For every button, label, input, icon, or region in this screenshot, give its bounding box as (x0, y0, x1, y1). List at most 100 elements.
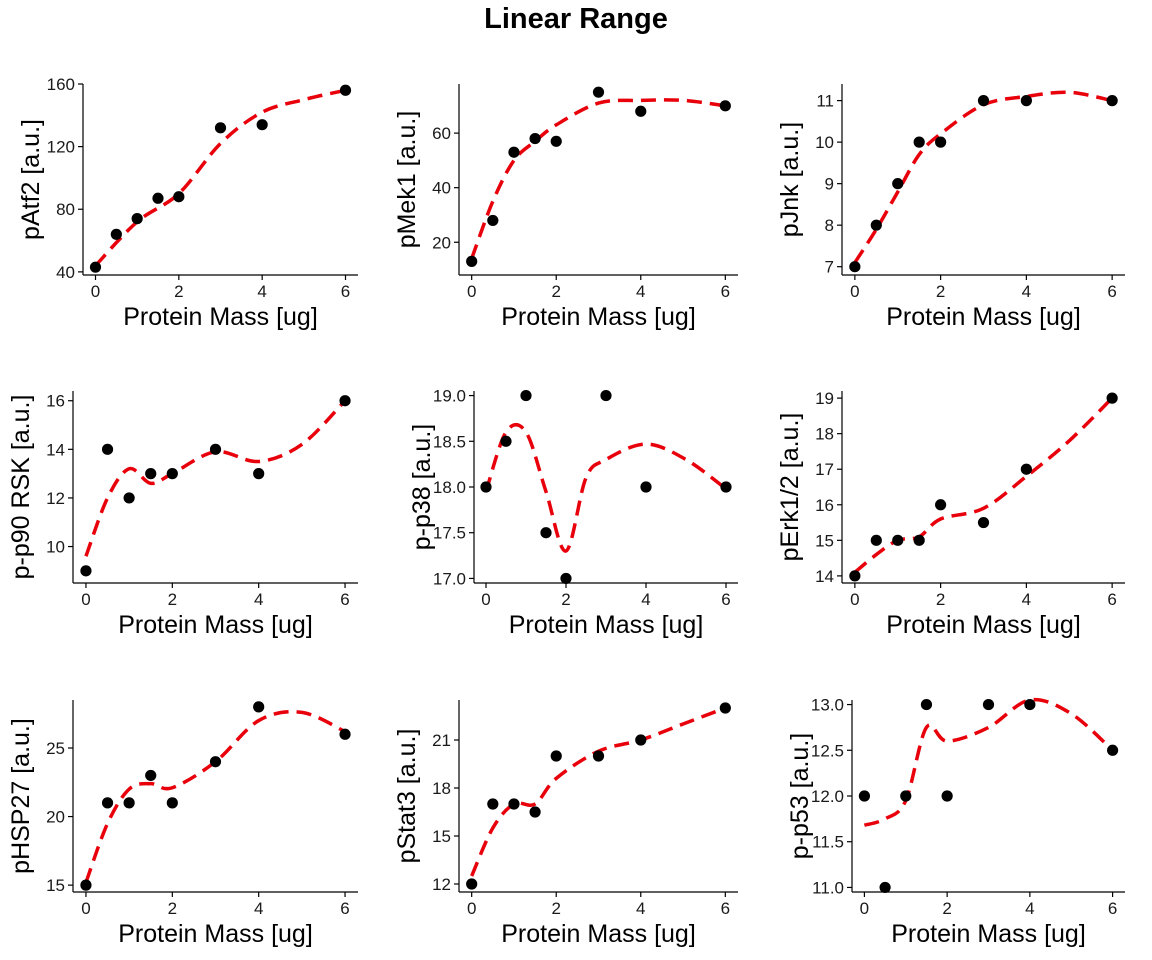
y-tick-label: 40 (432, 179, 451, 198)
data-point (145, 468, 157, 480)
figure-title: Linear Range (484, 3, 668, 35)
x-tick-label: 6 (340, 899, 349, 918)
x-axis-title: Protein Mass [ug] (118, 611, 313, 639)
fit-line (94, 88, 346, 267)
data-point (935, 136, 947, 148)
y-tick-label: 17.0 (433, 569, 466, 588)
data-point (110, 228, 122, 240)
fit-line (853, 90, 1113, 264)
x-axis-title: Protein Mass [ug] (123, 303, 318, 331)
data-point (913, 534, 925, 546)
data-point (720, 481, 732, 493)
y-tick-label: 18.0 (433, 478, 466, 497)
y-tick-label: 18 (815, 425, 834, 444)
x-tick-label: 2 (942, 899, 951, 918)
data-point (520, 389, 532, 402)
fit-line (484, 422, 728, 553)
data-point (529, 132, 541, 145)
y-tick-label: 9 (825, 175, 834, 194)
data-point (508, 798, 520, 810)
data-point (209, 756, 222, 768)
y-tick-label: 15 (432, 827, 451, 846)
data-point (101, 797, 114, 809)
data-point (466, 255, 478, 267)
x-tick-label: 4 (641, 590, 650, 609)
y-tick-label: 12.0 (811, 787, 844, 806)
x-tick-label: 6 (340, 590, 349, 609)
data-point (600, 389, 612, 402)
data-point (166, 797, 178, 809)
x-tick-label: 2 (936, 282, 945, 301)
y-axis-title: pErk1/2 [a.u.] (776, 413, 804, 562)
x-tick-label: 4 (1022, 282, 1031, 301)
x-tick-label: 0 (81, 590, 90, 609)
data-point (935, 499, 947, 511)
data-point (640, 481, 652, 493)
x-tick-label: 0 (467, 282, 476, 301)
data-point (1020, 95, 1032, 107)
fit-line (863, 697, 1114, 827)
data-point (123, 492, 135, 504)
panel-8: 0 2 4 6 12 15 18 21 Protein Mass [ug] pStat3 [a.u… (393, 700, 738, 948)
y-axis-title: pAtf2 [a.u.] (17, 119, 45, 240)
data-point (858, 790, 871, 802)
x-tick-label: 6 (721, 590, 730, 609)
data-point (466, 878, 478, 890)
panel-1: 0 2 4 6 40 80 120 160 Protein Mass [ug] pAtf2 [a.… (17, 75, 358, 331)
x-tick-label: 6 (721, 282, 730, 301)
data-point (870, 534, 882, 546)
data-point (145, 769, 157, 782)
y-tick-label: 25 (46, 739, 65, 758)
data-point (849, 570, 861, 582)
data-point (253, 701, 265, 713)
data-point (214, 122, 227, 134)
data-point (123, 797, 135, 809)
data-point (592, 86, 605, 98)
data-point (635, 734, 647, 746)
data-point (900, 790, 912, 802)
x-tick-label: 6 (1107, 282, 1116, 301)
y-tick-label: 160 (47, 75, 75, 94)
data-point (173, 191, 185, 203)
panel-4: 0 2 4 6 10 12 14 16 Protein Mass [ug] p-p90 RSK [… (7, 391, 358, 639)
y-axis-title: pHSP27 [a.u.] (7, 718, 35, 874)
data-point (540, 527, 552, 539)
y-tick-label: 80 (56, 200, 75, 219)
x-tick-label: 4 (636, 899, 645, 918)
data-point (941, 790, 953, 802)
y-tick-label: 11.5 (812, 833, 844, 852)
y-tick-label: 21 (432, 731, 451, 750)
y-tick-label: 16 (815, 496, 834, 515)
data-point (1106, 95, 1118, 107)
y-tick-label: 12 (46, 489, 65, 508)
y-axis-title: pMek1 [a.u.] (393, 111, 421, 249)
fit-line (853, 396, 1114, 574)
data-point (487, 214, 499, 227)
data-point (870, 219, 882, 231)
x-tick-label: 0 (91, 282, 100, 301)
y-tick-label: 40 (56, 263, 75, 282)
data-point (849, 261, 861, 273)
data-point (101, 443, 114, 455)
x-tick-label: 4 (254, 590, 263, 609)
data-point (977, 95, 990, 107)
data-point (487, 798, 499, 810)
y-tick-label: 120 (47, 138, 75, 157)
data-point (508, 146, 520, 158)
data-point (339, 728, 351, 740)
y-tick-label: 10 (46, 538, 65, 557)
y-tick-label: 20 (46, 808, 65, 827)
y-axis-title: p-p53 [a.u.] (786, 733, 814, 859)
x-tick-label: 0 (860, 899, 869, 918)
data-point (80, 879, 92, 891)
data-point (209, 443, 222, 455)
x-tick-label: 6 (1107, 590, 1116, 609)
panel-5: 0 2 4 6 17.0 17.5 18.0 18.5 19.0 Protein Mass [ug… (408, 387, 738, 639)
panel-2: 0 2 4 6 20 40 60 Protein Mass [ug] pMek1 [a.u.] (393, 84, 738, 331)
y-tick-label: 17 (815, 460, 834, 479)
x-axis-title: Protein Mass [ug] (886, 303, 1081, 331)
data-point (1106, 744, 1119, 756)
x-tick-label: 4 (257, 282, 266, 301)
x-tick-label: 0 (481, 590, 490, 609)
